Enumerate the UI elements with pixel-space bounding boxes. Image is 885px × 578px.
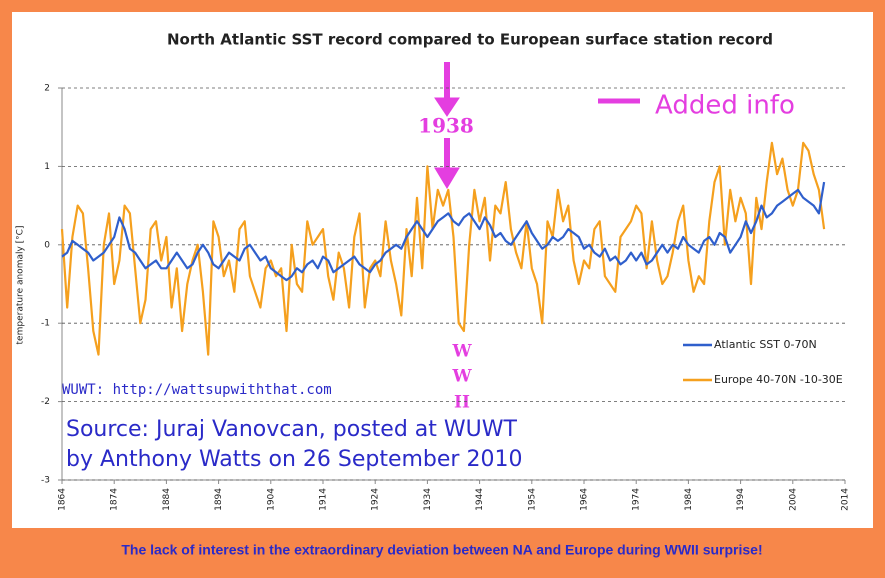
x-tick-label: 1904 (266, 488, 276, 511)
ww-letter: II (454, 393, 470, 413)
legend-label: Europe 40-70N -10-30E (714, 373, 843, 386)
x-tick-label: 1974 (632, 488, 642, 511)
x-tick-label: 1934 (423, 488, 433, 511)
x-tick-label: 2014 (841, 488, 851, 511)
x-tick-label: 1884 (162, 488, 172, 511)
y-axis-label: temperature anomaly [°C] (16, 226, 26, 345)
series-line (60, 141, 826, 356)
y-tick-label: 0 (44, 240, 50, 250)
x-tick-label: 1914 (319, 488, 329, 511)
legend-label: Atlantic SST 0-70N (714, 338, 817, 351)
source: by Anthony Watts on 26 September 2010 (66, 447, 522, 472)
x-tick-label: 1964 (580, 488, 590, 511)
arrows (434, 62, 640, 189)
added-info: Added info (655, 91, 795, 121)
arrow-head (434, 167, 460, 189)
y-tick-label: -3 (41, 476, 50, 486)
x-tick-label: 1894 (214, 488, 224, 511)
ww-letter: W (451, 342, 472, 362)
x-tick-label: 1864 (58, 488, 68, 511)
x-tick-label: 1874 (110, 488, 120, 511)
x-tick-label: 1944 (475, 488, 485, 511)
x-tick-label: 1984 (684, 488, 694, 511)
caption: The lack of interest in the extraordinar… (121, 542, 762, 558)
y-tick-label: 1 (44, 162, 50, 172)
x-tick-label: 1924 (371, 488, 381, 511)
x-tick-label: 2004 (788, 488, 798, 511)
site: WUWT: http://wattsupwiththat.com (62, 382, 332, 398)
series-line (61, 181, 826, 282)
arrow-head (434, 97, 460, 117)
y-tick-label: 2 (44, 84, 50, 94)
x-tick-label: 1994 (736, 488, 746, 511)
ww-letter: W (451, 367, 472, 387)
x-tick-label: 1954 (527, 488, 537, 511)
source: Source: Juraj Vanovcan, posted at WUWT (66, 417, 517, 442)
y-tick-label: -2 (41, 397, 50, 407)
y-tick-label: -1 (41, 319, 50, 329)
year-label: 1938 (418, 114, 474, 138)
chart-title: North Atlantic SST record compared to Eu… (167, 31, 773, 49)
